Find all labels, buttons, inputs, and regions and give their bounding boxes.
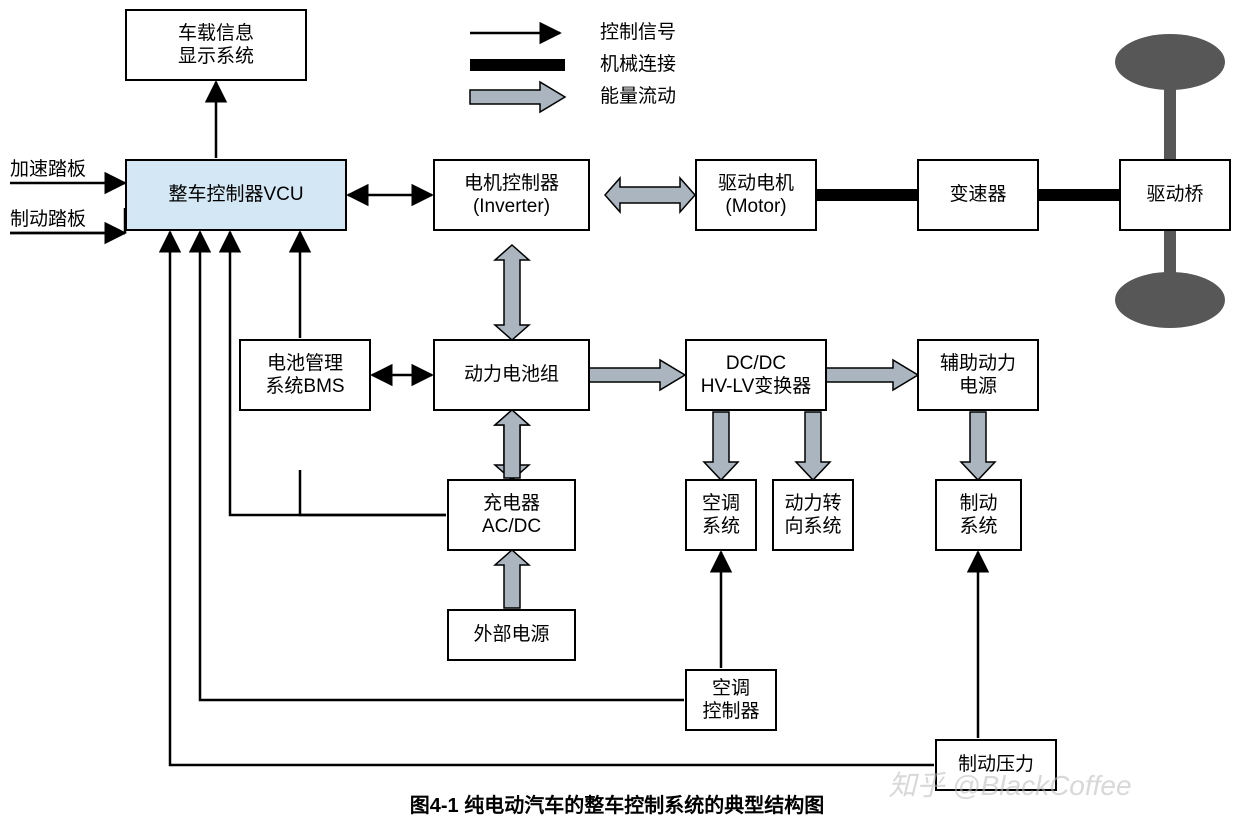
node-pack-label: 动力电池组 <box>464 363 559 385</box>
node-hvac <box>686 480 756 550</box>
node-steer <box>773 480 853 550</box>
watermark: 知乎 @BlackCoffee <box>888 770 1131 801</box>
node-info <box>126 10 306 80</box>
node-charger-label2: AC/DC <box>482 516 541 537</box>
node-charger-label1: 充电器 <box>483 492 540 514</box>
node-brake-label2: 系统 <box>959 515 997 537</box>
node-motor <box>696 160 816 230</box>
node-inverter <box>434 160 589 230</box>
node-steer-label2: 向系统 <box>784 515 841 537</box>
legend-energy: 能量流动 <box>600 85 676 107</box>
node-aux-label2: 电源 <box>959 375 997 397</box>
figure-caption: 图4-1 纯电动汽车的整车控制系统的典型结构图 <box>410 793 824 817</box>
node-brake-label1: 制动 <box>959 492 997 514</box>
node-vcu-label: 整车控制器VCU <box>168 183 303 205</box>
node-hvac-label2: 系统 <box>702 515 740 537</box>
brake-pedal-label: 制动踏板 <box>10 208 86 230</box>
node-info-label1: 车载信息 <box>178 22 254 44</box>
node-gearbox-label: 变速器 <box>949 183 1006 205</box>
node-charger <box>448 480 575 550</box>
node-hvacctrl-label2: 控制器 <box>702 700 759 722</box>
node-inverter-label2: (Inverter) <box>473 196 550 217</box>
node-inverter-label1: 电机控制器 <box>464 172 559 194</box>
ev-architecture-diagram: 控制信号 机械连接 能量流动 <box>0 0 1235 827</box>
node-motor-label2: (Motor) <box>725 196 786 217</box>
legend-mech: 机械连接 <box>600 53 676 75</box>
legend-energy-arrow <box>470 82 565 112</box>
node-hvac-label1: 空调 <box>702 492 740 514</box>
node-aux-label1: 辅助动力 <box>940 352 1016 374</box>
node-info-label2: 显示系统 <box>178 45 254 67</box>
node-dcdc-label2: HV-LV变换器 <box>701 375 812 397</box>
accel-pedal-label: 加速踏板 <box>10 158 86 180</box>
node-hvacctrl-label1: 空调 <box>712 677 750 699</box>
node-ext-label: 外部电源 <box>473 623 549 645</box>
node-dcdc <box>686 340 826 410</box>
node-dcdc-label1: DC/DC <box>726 353 786 374</box>
node-bms-label2: 系统BMS <box>265 375 344 397</box>
legend-control: 控制信号 <box>600 21 676 43</box>
node-steer-label1: 动力转 <box>784 492 841 514</box>
node-brake <box>936 480 1021 550</box>
node-motor-label1: 驱动电机 <box>718 172 794 194</box>
node-bms-label1: 电池管理 <box>267 352 343 374</box>
node-axle-label: 驱动桥 <box>1146 183 1203 205</box>
legend: 控制信号 机械连接 能量流动 <box>470 21 676 112</box>
node-aux <box>918 340 1038 410</box>
node-bms <box>240 340 370 410</box>
